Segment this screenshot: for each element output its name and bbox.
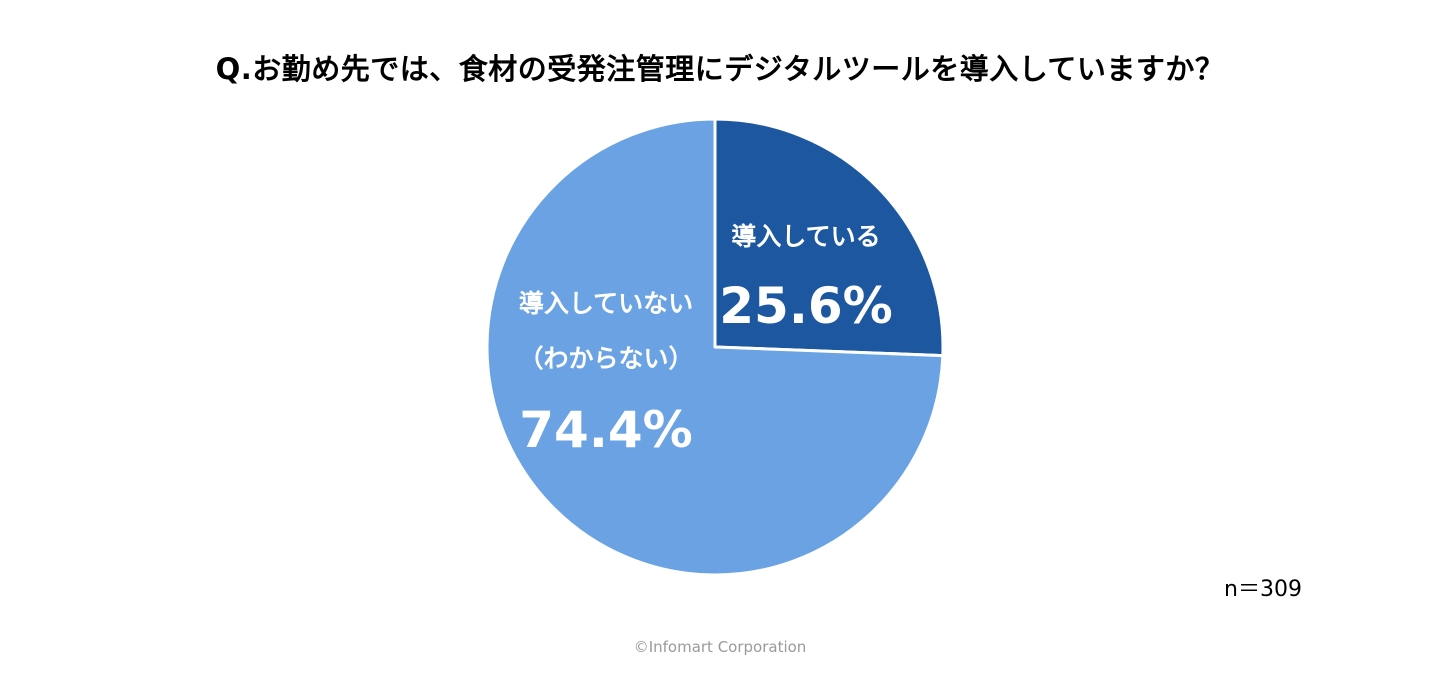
copyright-text: ©Infomart Corporation — [633, 638, 807, 656]
sample-size-label: n＝309 — [1224, 577, 1302, 602]
slice-label-0-line-0: 導入している — [731, 222, 880, 251]
pie-slice-0 — [713, 117, 945, 358]
pie-slice-1 — [485, 117, 945, 577]
slice-value-label-1: 74.4% — [519, 401, 692, 459]
pie-labels: 導入している 25.6% 導入していない （わからない） 74.4% — [518, 222, 892, 459]
slice-label-1-line-1: （わからない） — [518, 344, 693, 373]
slice-label-1-line-0: 導入していない — [519, 289, 693, 318]
slice-value-label-0: 25.6% — [719, 277, 892, 335]
chart-title: Q.お勤め先では、食材の受発注管理にデジタルツールを導入していますか？ — [215, 52, 1225, 86]
pie-slices — [485, 117, 945, 577]
